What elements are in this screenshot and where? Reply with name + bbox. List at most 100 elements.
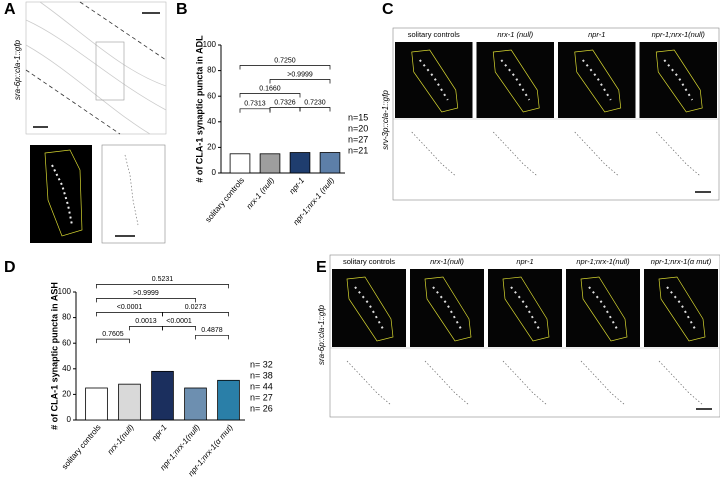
significance-bracket: [129, 326, 163, 331]
column-title: npr-1;nrx-1(null): [576, 257, 630, 266]
grid-border: [392, 27, 720, 201]
sample-size: n= 44: [250, 381, 273, 391]
image-grid: solitary controls nrx-1(null) npr-1 npr-1;n…: [329, 254, 720, 418]
y-tick-label: 0: [67, 415, 72, 424]
bar: [259, 153, 281, 174]
panel-letter: B: [176, 1, 188, 18]
zoom-image: [30, 145, 92, 243]
image-grid: solitary controls nrx-1 (null) npr-1 npr-1;…: [392, 27, 720, 201]
puncta-outline: [580, 360, 626, 406]
column-title: npr-1;nrx-1(null): [652, 30, 706, 39]
y-tick-label: 60: [207, 91, 216, 100]
puncta: [432, 286, 462, 330]
bar: [319, 152, 341, 174]
puncta: [663, 59, 694, 101]
puncta-outline: [424, 360, 470, 406]
fluorescence-image: [639, 42, 717, 118]
bar: [85, 387, 108, 421]
fluorescence-image: [566, 269, 640, 347]
significance-bracket: [96, 312, 163, 317]
bar: [118, 383, 141, 421]
overview-image: [25, 1, 167, 135]
y-axis-label: # of CLA-1 synaptic puncta in ADL: [194, 35, 204, 183]
fluorescence-image: [476, 42, 554, 118]
x-tick-label: solitary controls: [60, 423, 103, 471]
zoom-outline: [101, 144, 166, 244]
significance-bracket: [195, 334, 229, 340]
x-tick-label: nrx-1 (null): [245, 176, 277, 211]
sample-size: n=15: [348, 112, 368, 122]
y-tick-label: 40: [207, 117, 216, 126]
y-tick-label: 0: [212, 168, 217, 177]
fluorescence-image: [332, 269, 406, 347]
p-value: 0.0273: [185, 304, 207, 311]
roi-outline: [346, 276, 394, 342]
puncta-outline: [492, 131, 538, 177]
column-title: npr-1;nrx-1(α mut): [651, 257, 712, 266]
panel-letter: E: [316, 259, 327, 276]
puncta-outline: [502, 360, 548, 406]
significance-bracket: [239, 65, 331, 70]
column-title: npr-1: [516, 257, 533, 266]
bar: [151, 370, 174, 421]
puncta-outline: [411, 131, 456, 177]
roi-outline: [655, 49, 703, 113]
p-value: 0.7605: [102, 331, 124, 338]
puncta: [666, 286, 696, 330]
significance-bracket: [299, 107, 331, 112]
column-title: nrx-1(null): [430, 257, 464, 266]
significance-bracket: [96, 338, 130, 344]
roi-outline: [502, 276, 550, 342]
sample-size: n=27: [348, 134, 368, 144]
panel-letter: C: [382, 1, 394, 18]
roi-outline: [580, 276, 628, 342]
sample-size: n= 32: [250, 359, 273, 369]
puncta: [354, 286, 384, 330]
p-value: 0.5231: [152, 276, 174, 283]
p-value: <0.0001: [117, 304, 143, 311]
bar: [229, 153, 251, 174]
roi-outline: [658, 276, 706, 342]
y-tick-label: 20: [207, 143, 216, 152]
panel-letter: A: [4, 1, 16, 18]
x-tick-label: nrx-1(null): [106, 423, 136, 457]
significance-bracket: [96, 298, 196, 303]
column-title: npr-1: [588, 30, 605, 39]
significance-bracket: [162, 326, 196, 331]
y-tick-label: 40: [62, 364, 71, 373]
puncta-outline: [655, 131, 701, 177]
side-label: srv-3p::cla-1::gfp: [381, 90, 390, 150]
fluorescence-image: [488, 269, 562, 347]
p-value: 0.7313: [244, 101, 266, 108]
significance-bracket: [269, 79, 331, 84]
significance-bracket: [269, 107, 301, 112]
p-value: >0.9999: [133, 290, 159, 297]
bar: [217, 379, 240, 421]
puncta: [581, 59, 612, 101]
p-value: 0.4878: [201, 327, 223, 334]
x-tick-label: npr-1: [287, 176, 306, 196]
puncta: [500, 59, 531, 101]
roi-outline: [492, 49, 540, 113]
bar: [289, 152, 311, 174]
p-value: <0.0001: [166, 318, 192, 325]
significance-bracket: [239, 108, 271, 113]
side-label: sra-6p::cla-1::gfp: [13, 39, 22, 100]
column-title: nrx-1 (null): [497, 30, 533, 39]
significance-bracket: [239, 93, 301, 98]
fluorescence-image: [395, 42, 473, 118]
p-value: 0.7230: [304, 99, 326, 106]
fluorescence-image: [644, 269, 718, 347]
panel-letter: D: [4, 259, 16, 276]
roi-outline: [424, 276, 472, 342]
sample-size: n= 38: [250, 370, 273, 380]
roi-outline: [574, 49, 622, 113]
puncta-outline: [574, 131, 619, 177]
significance-bracket: [162, 312, 229, 317]
sample-size: n= 26: [250, 403, 273, 413]
roi-outline: [411, 49, 459, 113]
x-tick-label: solitary controls: [204, 176, 247, 224]
y-axis-label: # of CLA-1 synaptic puncta in ASH: [49, 282, 59, 430]
y-tick-label: 80: [207, 66, 216, 75]
